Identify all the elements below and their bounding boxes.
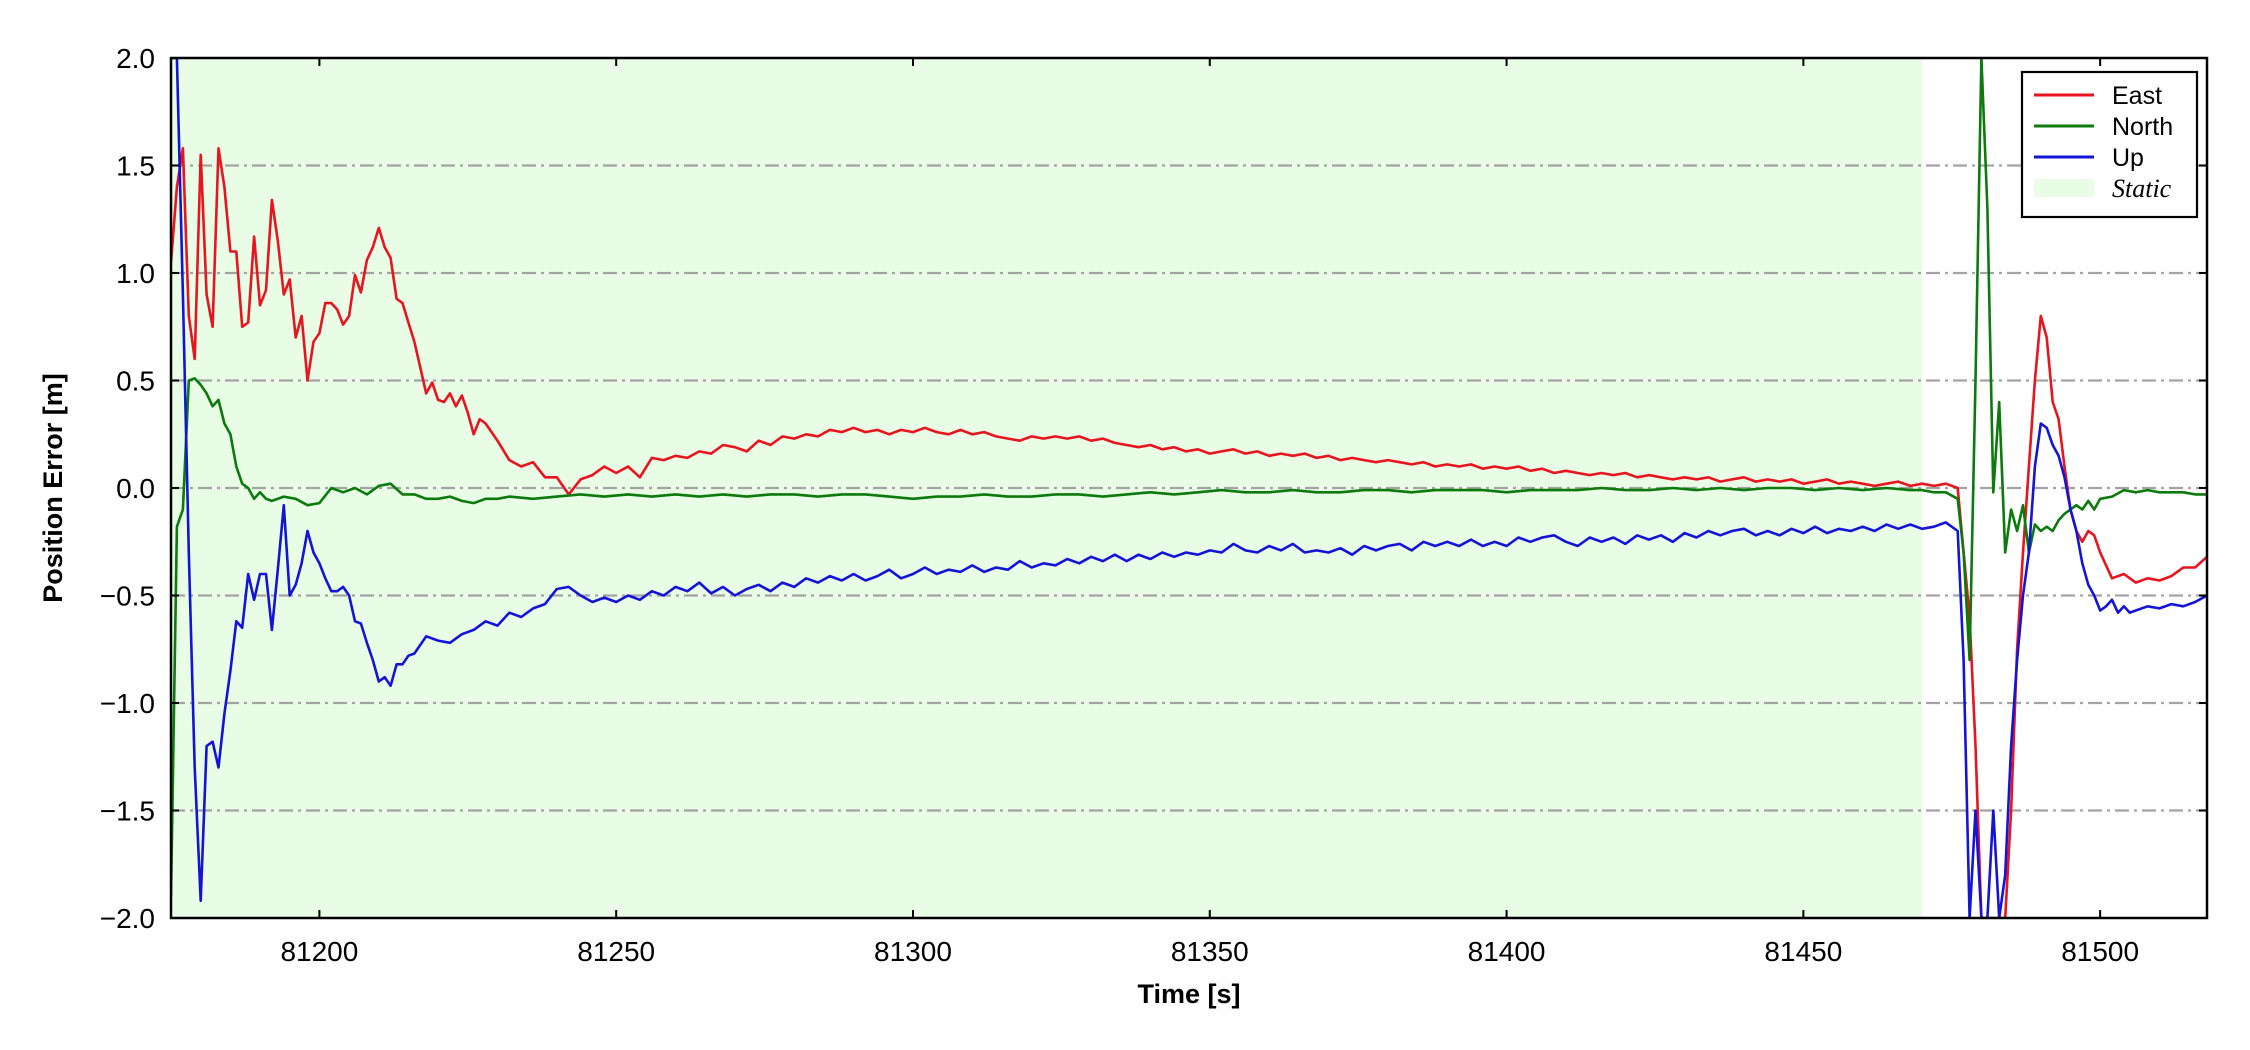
y-axis-title: Position Error [m]	[38, 373, 68, 603]
series-line-north	[171, 58, 2207, 897]
x-tick-label: 81500	[2061, 936, 2139, 967]
series-layer	[171, 58, 2207, 918]
x-tick-label: 81450	[1764, 936, 1842, 967]
y-tick-label: 1.5	[116, 151, 155, 182]
x-tick-label: 81250	[577, 936, 655, 967]
x-axis-title: Time [s]	[1137, 979, 1240, 1009]
y-tick-label: −1.5	[100, 796, 155, 827]
legend-label-north: North	[2112, 113, 2173, 141]
series-line-east	[171, 147, 2207, 918]
legend-label-east: East	[2112, 82, 2162, 110]
x-tick-label: 81200	[280, 936, 358, 967]
series-line-up	[171, 58, 2207, 918]
legend-swatch-static	[2034, 179, 2094, 197]
y-tick-label: 0.5	[116, 366, 155, 397]
x-tick-label: 81400	[1468, 936, 1546, 967]
x-tick-label: 81350	[1171, 936, 1249, 967]
y-tick-label: −2.0	[100, 903, 155, 934]
y-tick-label: 0.0	[116, 473, 155, 504]
legend-label-static: Static	[2112, 174, 2172, 203]
legend-label-up: Up	[2112, 144, 2144, 172]
x-tick-label: 81300	[874, 936, 952, 967]
y-tick-label: 2.0	[116, 43, 155, 74]
y-tick-label: −0.5	[100, 581, 155, 612]
tick-layer: 81200 81250 81300 81350 81400 81450 81500 2.0 1.…	[100, 43, 2207, 967]
y-tick-label: −1.0	[100, 688, 155, 719]
y-tick-label: 1.0	[116, 258, 155, 289]
grid-layer	[171, 164, 2207, 812]
